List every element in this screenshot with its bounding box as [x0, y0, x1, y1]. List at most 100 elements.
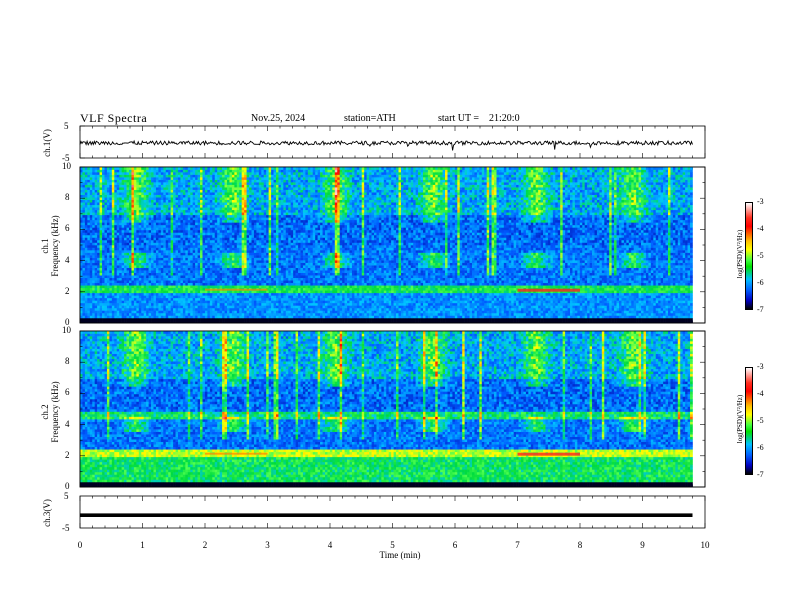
spectrogram-cell [106, 204, 110, 208]
spectrogram-cell [224, 285, 228, 289]
spectrogram-cell [197, 194, 201, 198]
spectrogram-cell [102, 262, 105, 266]
spectrogram-cell [109, 207, 113, 211]
spectrogram-cell [121, 209, 125, 213]
spectrogram-cell [92, 232, 95, 236]
spectrogram-cell [163, 187, 167, 190]
spectrogram-cell [155, 199, 159, 203]
spectrogram-cell [82, 234, 86, 238]
spectrogram-cell [97, 199, 100, 203]
spectrogram-cell [141, 272, 144, 276]
spectrogram-cell [207, 182, 211, 185]
spectrogram-cell [80, 277, 83, 281]
spectrogram-cell [195, 317, 198, 321]
spectrogram-cell [195, 272, 198, 276]
spectrogram-cell [187, 182, 191, 185]
spectrogram-cell [212, 172, 216, 175]
spectrogram-cell [106, 177, 110, 180]
spectrogram-cell [241, 317, 245, 321]
spectrogram-cell [200, 212, 203, 216]
spectrogram-cell [214, 295, 218, 299]
spectrogram-cell [241, 252, 245, 256]
spectrogram-cell [180, 189, 184, 193]
spectrogram-cell [185, 290, 189, 294]
spectrogram-cell [185, 315, 189, 319]
spectrogram-cell [84, 224, 88, 228]
spectrogram-cell [126, 300, 130, 304]
spectrogram-cell [89, 209, 93, 213]
spectrogram-cell [136, 209, 140, 213]
spectrogram-cell [200, 302, 203, 306]
spectrogram-cell [97, 315, 100, 319]
spectrogram-cell [178, 297, 181, 301]
spectrogram-cell [227, 277, 230, 281]
spectrogram-cell [222, 229, 225, 233]
spectrogram-cell [143, 227, 147, 231]
spectrogram-cell [214, 252, 218, 256]
spectrogram-cell [163, 242, 167, 246]
spectrogram-cell [178, 239, 181, 243]
spectrogram-cell [190, 255, 193, 258]
spectrogram-cell [231, 272, 235, 276]
spectrogram-cell [175, 197, 179, 201]
spectrogram-cell [136, 224, 140, 228]
spectrogram-cell [204, 189, 208, 193]
spectrogram-cell [182, 312, 186, 316]
spectrogram-cell [82, 247, 86, 251]
spectrogram-cell [227, 184, 230, 188]
spectrogram-cell [158, 194, 162, 198]
spectrogram-cell [173, 245, 176, 248]
spectrogram-cell [82, 272, 86, 276]
spectrogram-cell [126, 202, 130, 206]
spectrogram-cell [202, 192, 206, 195]
spectrogram-cell [155, 320, 159, 324]
spectrogram-cell [133, 272, 137, 276]
spectrogram-cell [84, 239, 88, 243]
spectrogram-cell [143, 305, 147, 309]
spectrogram-cell [97, 247, 100, 251]
spectrogram-cell [219, 192, 223, 195]
spectrogram-cell [246, 204, 250, 208]
spectrogram-cell [129, 257, 132, 261]
spectrogram-cell [197, 192, 201, 195]
spectrogram-cell [173, 257, 176, 261]
spectrogram-cell [138, 252, 142, 256]
spectrogram-cell [212, 237, 216, 241]
spectrogram-cell [197, 199, 201, 203]
spectrogram-cell [187, 302, 191, 306]
spectrogram-cell [212, 197, 216, 201]
spectrogram-cell [106, 277, 110, 281]
spectrogram-cell [244, 265, 247, 268]
spectrogram-cell [192, 282, 196, 286]
spectrogram-cell [217, 242, 220, 246]
spectrogram-cell [244, 297, 247, 301]
spectrogram-cell [219, 250, 223, 253]
spectrogram-cell [241, 245, 245, 248]
spectrogram-cell [160, 174, 164, 178]
spectrogram-cell [195, 265, 198, 268]
spectrogram-cell [133, 204, 137, 208]
spectrogram-cell [109, 179, 113, 183]
spectrogram-cell [165, 252, 169, 256]
spectrogram-cell [222, 312, 225, 316]
spectrogram-cell [80, 219, 83, 223]
spectrogram-cell [249, 182, 252, 185]
spectrogram-cell [141, 290, 144, 294]
spectrogram-cell [153, 290, 157, 294]
spectrogram-cell [178, 285, 181, 289]
spectrogram-cell [249, 277, 252, 281]
spectrogram-cell [136, 199, 140, 203]
spectrogram-cell [143, 262, 147, 266]
spectrogram-cell [180, 204, 184, 208]
spectrogram-cell [146, 169, 149, 173]
spectrogram-cell [187, 272, 191, 276]
spectrogram-cell [219, 252, 223, 256]
spectrogram-cell [111, 227, 115, 231]
spectrogram-cell [80, 270, 83, 273]
spectrogram-cell [116, 275, 120, 279]
spectrogram-cell [165, 267, 169, 271]
spectrogram-cell [111, 245, 115, 248]
spectrogram-cell [97, 179, 100, 183]
spectrogram-cell [241, 232, 245, 236]
spectrogram-cell [158, 242, 162, 246]
